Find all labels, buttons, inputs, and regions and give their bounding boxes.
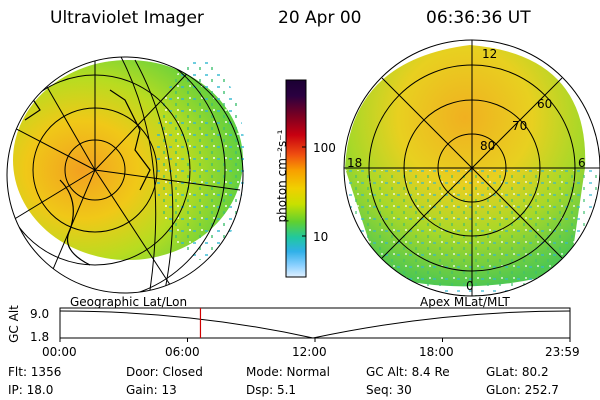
right-map-label: Apex MLat/MLT — [420, 295, 510, 309]
timeline-ytick-min: 1.8 — [30, 330, 50, 344]
time-label: 06:36:36 UT — [426, 8, 531, 28]
dsp-value: Dsp: 5.1 — [246, 383, 297, 397]
timeline-xtick-3: 18:00 — [419, 345, 454, 359]
flight-number: Flt: 1356 — [8, 365, 62, 379]
image-processing: IP: 18.0 — [8, 383, 54, 397]
instrument-title: Ultraviolet Imager — [50, 8, 204, 28]
colorbar-tick-10: 10 — [313, 230, 329, 244]
geographic-longitude: GLon: 252.7 — [486, 383, 559, 397]
mlt-label-6: 6 — [578, 156, 586, 170]
mode-value: Mode: Normal — [246, 365, 330, 379]
timeline-xtick-1: 06:00 — [165, 345, 200, 359]
geographic-latitude: GLat: 80.2 — [486, 365, 549, 379]
gc-altitude: GC Alt: 8.4 Re — [366, 365, 450, 379]
timeline-xtick-4: 23:59 — [545, 345, 580, 359]
mlat-label-70: 70 — [512, 119, 528, 133]
altitude-curve — [59, 310, 571, 339]
colorbar-tick-100: 100 — [313, 141, 336, 155]
timeline-ytick-max: 9.0 — [30, 307, 50, 321]
gain-value: Gain: 13 — [126, 383, 177, 397]
date-label: 20 Apr 00 — [278, 8, 362, 28]
colorbar-scale — [285, 79, 307, 278]
mlt-label-0: 0 — [466, 279, 474, 293]
timeline-xtick-2: 12:00 — [292, 345, 327, 359]
left-map-label: Geographic Lat/Lon — [70, 295, 188, 309]
sequence-number: Seq: 30 — [366, 383, 412, 397]
mlat-label-60: 60 — [537, 97, 553, 111]
mlt-label-12: 12 — [482, 47, 498, 61]
timeline-xtick-0: 00:00 — [42, 345, 77, 359]
door-status: Door: Closed — [126, 365, 203, 379]
mlt-label-18: 18 — [347, 156, 363, 170]
mlat-label-80: 80 — [480, 139, 496, 153]
